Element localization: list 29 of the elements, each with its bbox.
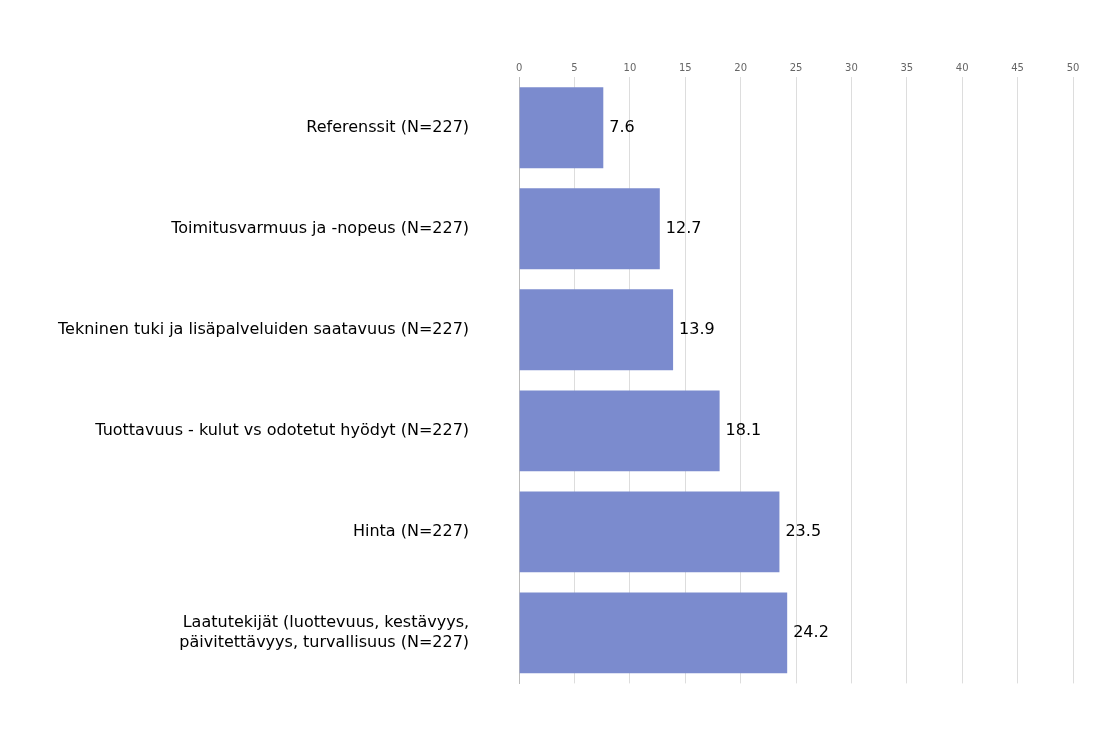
y-tick-label: Laatutekijät (luottevuus, kestävyys, päivitettävyys, turvallisuus (N=227)	[179, 612, 470, 651]
x-tick-label: 15	[678, 61, 692, 73]
x-tick-label: 25	[789, 61, 803, 73]
data-label: 7.6	[609, 116, 635, 136]
bar	[519, 592, 788, 674]
y-tick-label: Tekninen tuki ja lisäpalveluiden saatavuus (N=227)	[57, 318, 470, 338]
y-tick-label: Referenssit (N=227)	[306, 116, 470, 136]
x-tick-label: 5	[571, 61, 578, 73]
bar	[519, 491, 780, 573]
data-label: 18.1	[725, 419, 762, 439]
x-tick-label: 30	[845, 61, 858, 73]
x-tick-label: 45	[1011, 61, 1024, 73]
bar	[519, 390, 720, 472]
data-label: 13.9	[679, 318, 715, 338]
bar	[519, 188, 660, 270]
x-tick-label: 50	[1066, 61, 1080, 73]
y-tick-label: Toimitusvarmuus ja -nopeus (N=227)	[170, 217, 470, 237]
x-tick-label: 40	[955, 61, 969, 73]
data-label: 23.5	[785, 521, 822, 541]
y-tick-label: Tuottavuus - kulut vs odotetut hyödyt (N=227)	[94, 419, 470, 439]
x-tick-label: 35	[900, 61, 914, 73]
bar	[519, 87, 604, 169]
x-tick-label: 20	[734, 61, 748, 73]
x-tick-label: 10	[623, 61, 637, 73]
data-label: 12.7	[665, 217, 702, 237]
data-label: 24.2	[793, 622, 829, 642]
bar	[519, 289, 674, 371]
x-tick-label: 0	[515, 61, 523, 73]
y-tick-label: Hinta (N=227)	[352, 521, 470, 541]
